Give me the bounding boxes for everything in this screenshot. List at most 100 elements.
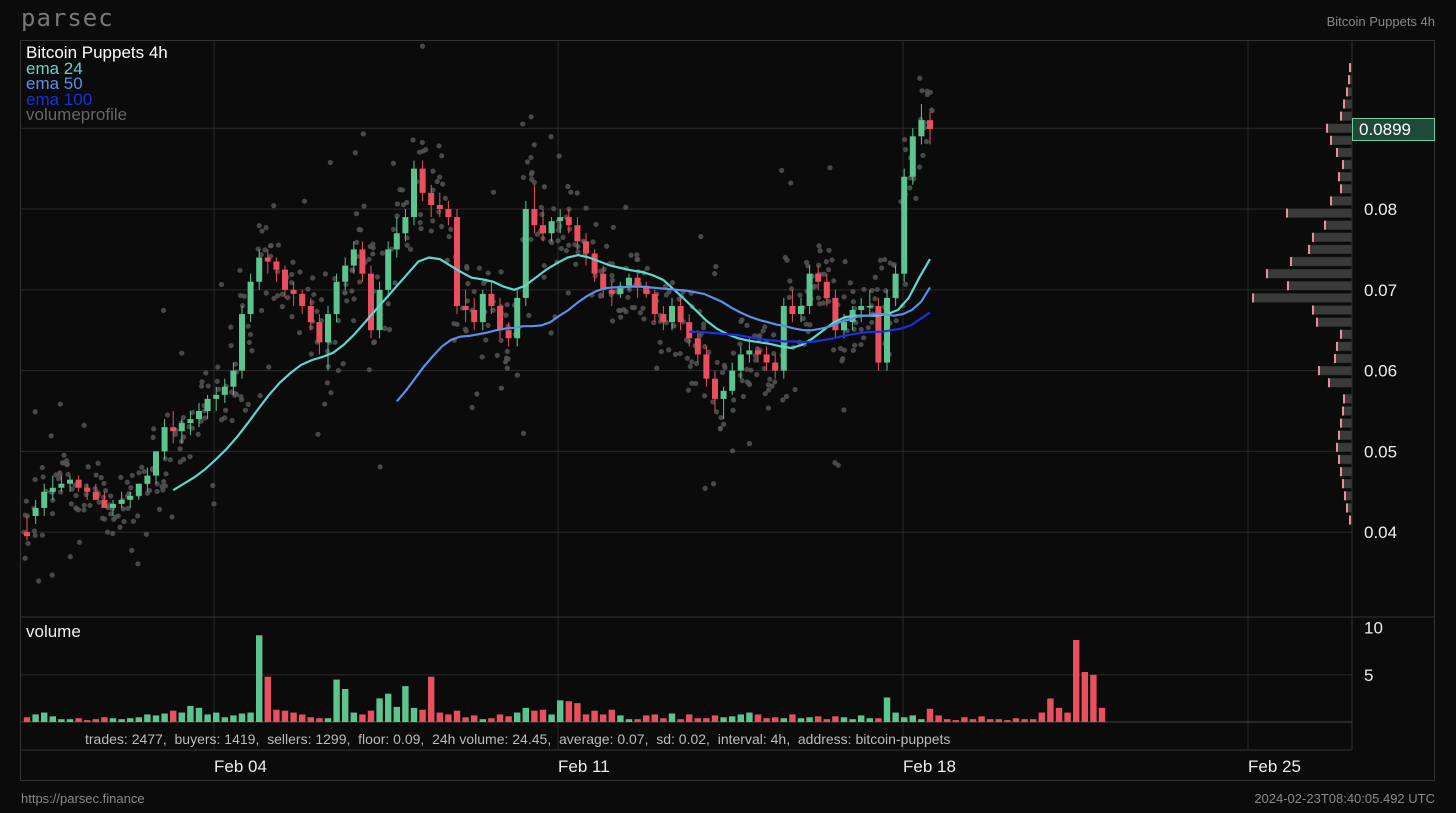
- volume-bar: [1081, 672, 1088, 722]
- trade-dot: [524, 159, 531, 165]
- trade-dot: [454, 321, 460, 327]
- trade-dot: [730, 407, 736, 413]
- volume-profile-bar: [1329, 135, 1353, 146]
- trade-dot: [779, 167, 785, 174]
- trade-dot: [869, 287, 875, 294]
- trade-dot: [816, 262, 822, 268]
- trade-dot: [143, 531, 149, 537]
- trade-dot: [841, 294, 847, 300]
- candle-body: [428, 192, 435, 205]
- trade-dot: [666, 347, 672, 353]
- trade-dot: [419, 43, 426, 49]
- trade-dot: [189, 409, 196, 416]
- trade-dot: [160, 307, 167, 314]
- trade-dot: [332, 275, 338, 282]
- candle-body: [806, 273, 813, 306]
- trade-dot: [625, 294, 631, 300]
- trade-dot: [385, 301, 391, 307]
- candle-body: [325, 314, 331, 343]
- trade-dot: [237, 267, 243, 273]
- volume-bar: [720, 717, 727, 722]
- trade-dot: [739, 378, 745, 384]
- volume-bar: [178, 712, 185, 722]
- trade-dot: [469, 404, 475, 411]
- trade-dot: [218, 417, 225, 423]
- volume-profile-bar: [1335, 147, 1353, 158]
- trade-dot: [240, 302, 246, 309]
- trade-dot: [623, 309, 629, 315]
- trade-dot: [685, 387, 692, 393]
- volume-bar: [402, 686, 409, 722]
- candle-body: [118, 499, 125, 504]
- trade-dot: [289, 271, 295, 278]
- trade-dot: [916, 164, 923, 170]
- volume-bar: [385, 693, 392, 722]
- footer-timestamp: 2024-02-23T08:40:05.492 UTC: [1254, 791, 1435, 806]
- candle-body: [746, 350, 753, 355]
- trade-dot: [689, 380, 695, 386]
- trade-dot: [390, 226, 397, 233]
- candle-body: [583, 241, 589, 254]
- trade-dot: [767, 376, 773, 382]
- trade-dot: [177, 459, 183, 465]
- trade-dot: [420, 148, 426, 154]
- trade-dot: [150, 434, 156, 441]
- candle-body: [247, 281, 254, 315]
- candle-body: [540, 225, 546, 234]
- volume-bar: [342, 689, 349, 722]
- trade-dot: [39, 532, 45, 538]
- trade-dot: [829, 257, 835, 263]
- trade-dot: [81, 502, 87, 508]
- footer-link[interactable]: https://parsec.finance: [21, 791, 145, 806]
- trade-dot: [268, 253, 274, 259]
- trade-dot: [64, 461, 71, 468]
- trade-dot: [471, 288, 477, 295]
- candle-body: [772, 362, 779, 371]
- trade-dot: [637, 310, 644, 316]
- trade-dot: [189, 425, 195, 431]
- legend-item-volumeprofile: volumeprofile: [26, 105, 128, 124]
- trade-dot: [93, 472, 99, 478]
- candle-body: [651, 293, 658, 315]
- trade-dot: [721, 421, 727, 427]
- volume-bar: [1055, 707, 1063, 722]
- trade-dot: [762, 324, 768, 330]
- volume-bar: [135, 717, 142, 722]
- trade-dot: [85, 464, 91, 470]
- volume-bar: [238, 713, 246, 722]
- volume-bar: [729, 716, 736, 722]
- trade-dot: [271, 203, 277, 209]
- trade-dot: [861, 286, 867, 292]
- candle-body: [316, 322, 323, 343]
- volume-profile-bar: [1265, 268, 1353, 279]
- volume-bar: [307, 717, 314, 722]
- trade-dot: [839, 358, 845, 364]
- trade-dot: [257, 393, 263, 399]
- volume-bar: [58, 719, 65, 722]
- trade-dot: [69, 486, 75, 492]
- trade-dot: [57, 470, 63, 476]
- trade-dot: [360, 131, 366, 137]
- trade-dot: [616, 307, 622, 314]
- candle-body: [548, 221, 555, 234]
- trade-dot: [73, 492, 79, 499]
- trade-dot: [464, 298, 471, 304]
- trade-dot: [439, 153, 445, 159]
- trade-dot: [784, 257, 790, 263]
- volume-bar: [1030, 719, 1037, 722]
- volume-profile-edge: [1349, 63, 1351, 73]
- trade-dot: [830, 347, 837, 353]
- volume-profile-edge: [1336, 341, 1338, 351]
- volume-profile-edge: [1342, 160, 1344, 170]
- trade-dot: [464, 265, 470, 271]
- candle-body: [591, 253, 598, 274]
- trade-dot: [108, 511, 114, 517]
- trade-dot: [815, 295, 822, 301]
- volume-bar: [565, 701, 572, 722]
- trade-dot: [309, 275, 316, 281]
- trade-dot: [902, 147, 909, 153]
- trade-dot: [693, 380, 699, 387]
- trade-dot: [61, 452, 67, 458]
- trade-dot: [623, 204, 629, 210]
